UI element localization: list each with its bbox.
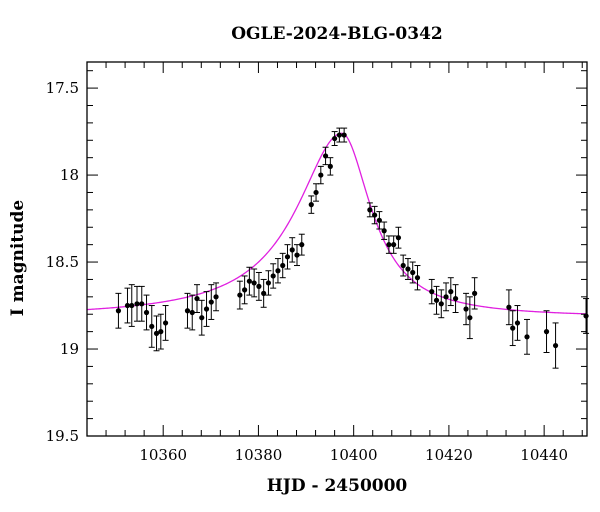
y-tick-label: 19.5 <box>46 427 79 445</box>
data-point <box>208 299 214 305</box>
data-point <box>139 301 145 307</box>
data-point <box>275 268 281 274</box>
data-point <box>524 334 530 340</box>
data-point <box>433 297 440 303</box>
data-point <box>376 217 382 223</box>
data-point <box>463 306 469 312</box>
data-point <box>414 275 421 281</box>
data-point <box>327 163 333 169</box>
data-point <box>400 262 406 269</box>
y-tick-label: 19 <box>60 340 79 358</box>
data-point <box>332 135 338 142</box>
data-point <box>472 290 478 296</box>
data-point <box>506 304 512 310</box>
data-point <box>153 330 160 336</box>
data-point <box>552 342 559 349</box>
data-point <box>289 247 295 253</box>
y-tick-label: 17.5 <box>46 79 79 97</box>
data-point <box>448 289 454 295</box>
chart-title: OGLE-2024-BLG-0342 <box>231 24 443 44</box>
model-fit-curve <box>86 132 588 315</box>
x-tick-label: 10400 <box>330 446 378 464</box>
data-point <box>543 329 550 335</box>
y-tick-label: 18 <box>60 166 79 184</box>
data-point <box>367 207 373 213</box>
data-point <box>194 295 200 302</box>
data-point <box>256 283 262 289</box>
data-point <box>308 202 314 208</box>
x-tick-label: 10420 <box>425 446 473 464</box>
data-point <box>443 294 449 300</box>
data-point <box>270 273 276 279</box>
data-point <box>115 308 122 314</box>
data-point <box>467 315 473 321</box>
data-point <box>246 278 252 284</box>
data-point <box>429 289 435 295</box>
data-point <box>341 132 347 138</box>
data-point <box>134 301 140 307</box>
data-point <box>299 242 305 248</box>
plot-frame <box>86 61 588 437</box>
data-point <box>284 254 291 260</box>
data-point <box>158 329 164 335</box>
data-point <box>438 301 444 307</box>
data-point <box>410 269 416 276</box>
data-point <box>294 252 300 258</box>
data-point <box>280 262 286 269</box>
x-tick-label: 10360 <box>139 446 187 464</box>
data-point <box>189 309 195 316</box>
tick-labels-group: 10360 10380 10400 10420 10440 17.5 18 18.5 19 19.… <box>46 79 568 464</box>
data-points-group <box>115 127 590 369</box>
data-point <box>129 302 135 309</box>
data-point <box>199 315 205 321</box>
data-point <box>143 309 150 316</box>
data-point <box>149 323 155 330</box>
data-point <box>184 308 191 314</box>
data-point <box>322 153 329 159</box>
data-point <box>124 302 131 309</box>
data-point <box>265 280 272 286</box>
data-point <box>386 242 392 248</box>
x-tick-label: 10380 <box>235 446 283 464</box>
data-point <box>313 189 319 196</box>
data-point <box>203 306 210 312</box>
data-point <box>213 294 219 300</box>
data-point <box>510 325 516 331</box>
data-point <box>372 212 378 218</box>
data-point <box>237 292 243 298</box>
model-curve-group <box>86 132 588 315</box>
data-point <box>242 287 248 293</box>
data-point <box>261 290 267 296</box>
data-point <box>391 242 397 248</box>
x-tick-label: 10440 <box>520 446 568 464</box>
data-point <box>162 320 169 326</box>
data-point <box>381 228 387 234</box>
data-point <box>452 295 459 302</box>
data-point <box>395 235 402 241</box>
x-axis-label: HJD - 2450000 <box>266 476 408 496</box>
data-point <box>336 132 342 138</box>
data-point <box>251 280 257 286</box>
axis-ticks-group <box>86 62 587 437</box>
y-tick-label: 18.5 <box>46 253 79 271</box>
data-point <box>514 320 521 326</box>
data-point <box>318 172 324 178</box>
data-point <box>405 266 411 272</box>
